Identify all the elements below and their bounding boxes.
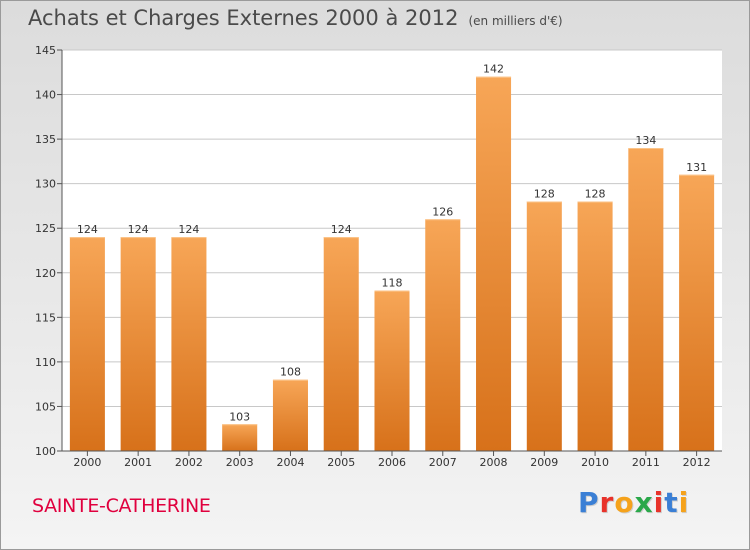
y-axis: 100 105 110 115 120 125 130 135 140 145 [35, 44, 63, 458]
bar [526, 201, 562, 451]
y-tick-label: 130 [35, 178, 56, 191]
data-label: 128 [585, 187, 606, 200]
y-tick-label: 140 [35, 89, 56, 102]
bar [69, 237, 105, 451]
data-label: 124 [128, 223, 149, 236]
logo-letter: r [599, 486, 615, 519]
logo-letter: i [653, 486, 665, 519]
x-tick-label: 2011 [632, 456, 660, 469]
town-name: SAINTE-CATHERINE [32, 495, 211, 517]
data-label: 124 [331, 223, 352, 236]
data-label: 118 [382, 277, 403, 290]
data-label: 126 [432, 205, 453, 218]
y-tick-label: 135 [35, 133, 56, 146]
logo-letter: i [678, 486, 690, 519]
bar [374, 290, 410, 451]
data-label: 124 [77, 223, 98, 236]
x-tick-label: 2009 [530, 456, 558, 469]
bar [272, 379, 308, 451]
bar [222, 424, 258, 451]
bar [425, 219, 461, 451]
logo-letter: t [664, 486, 679, 519]
chart-title: Achats et Charges Externes 2000 à 2012 (e… [28, 6, 563, 30]
data-labels: 124 124 124 103 108 124 118 126 142 128 128 134 131 [77, 63, 707, 424]
x-tick-label: 2005 [327, 456, 355, 469]
x-tick-label: 2000 [73, 456, 101, 469]
bars [69, 76, 715, 451]
data-label: 128 [534, 187, 555, 200]
x-axis: 2000 2001 2002 2003 2004 2005 2006 2007 2008 2009… [62, 450, 722, 469]
bar [577, 201, 613, 451]
x-tick-label: 2012 [683, 456, 711, 469]
logo-letter: P [578, 486, 600, 519]
x-tick-label: 2001 [124, 456, 152, 469]
y-tick-label: 105 [35, 400, 56, 413]
bar [628, 148, 664, 451]
bar [476, 76, 512, 451]
x-tick-label: 2004 [276, 456, 304, 469]
x-tick-label: 2010 [581, 456, 609, 469]
data-label: 142 [483, 63, 504, 76]
x-tick-label: 2003 [226, 456, 254, 469]
logo-letter: x [634, 486, 654, 519]
y-tick-label: 125 [35, 222, 56, 235]
data-label: 131 [686, 161, 707, 174]
data-label: 103 [229, 410, 250, 423]
title-unit: (en milliers d'€) [468, 14, 563, 28]
logo-letter: o [614, 486, 635, 519]
data-label: 108 [280, 366, 301, 379]
data-label: 134 [635, 134, 656, 147]
x-tick-label: 2007 [429, 456, 457, 469]
y-tick-label: 115 [35, 311, 56, 324]
y-tick-label: 100 [35, 445, 56, 458]
title-text: Achats et Charges Externes 2000 à 2012 [28, 6, 459, 30]
proxiti-logo[interactable]: Proxiti [578, 486, 689, 519]
y-tick-label: 110 [35, 356, 56, 369]
bar [679, 174, 715, 451]
bar [120, 237, 156, 451]
bar [323, 237, 359, 451]
bar [171, 237, 207, 451]
y-tick-label: 145 [35, 44, 56, 57]
x-tick-label: 2002 [175, 456, 203, 469]
x-tick-label: 2006 [378, 456, 406, 469]
data-label: 124 [178, 223, 199, 236]
x-tick-label: 2008 [480, 456, 508, 469]
y-tick-label: 120 [35, 267, 56, 280]
